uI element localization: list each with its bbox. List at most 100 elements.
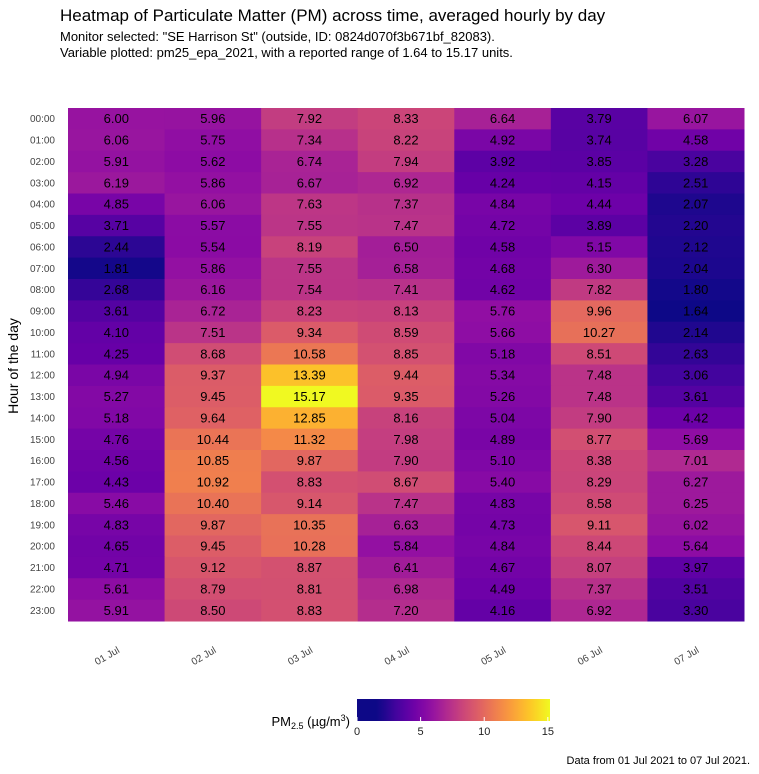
cell-value-label: 4.10 — [104, 325, 129, 340]
heatmap-cell — [164, 471, 262, 494]
heatmap-cell — [357, 535, 455, 558]
cell-value-label: 7.82 — [586, 282, 611, 297]
cell-value-label: 5.86 — [200, 175, 225, 190]
cell-value-label: 8.77 — [586, 432, 611, 447]
cell-value-label: 4.84 — [490, 197, 515, 212]
cell-value-label: 3.74 — [586, 133, 611, 148]
heatmap-cell — [357, 556, 455, 579]
cell-value-label: 3.30 — [683, 603, 708, 618]
cell-value-label: 7.51 — [200, 325, 225, 340]
heatmap-cell — [357, 257, 455, 280]
cell-value-label: 3.92 — [490, 154, 515, 169]
heatmap-cell — [68, 257, 166, 280]
heatmap-cell — [357, 236, 455, 259]
y-tick-label: 11:00 — [31, 349, 56, 360]
legend-tick-label: 0 — [354, 726, 360, 738]
cell-value-label: 9.87 — [297, 453, 322, 468]
heatmap-cell — [164, 492, 262, 515]
cell-value-label: 1.81 — [104, 261, 129, 276]
heatmap-cell — [647, 321, 745, 344]
heatmap-cell — [550, 300, 648, 323]
cell-value-label: 6.58 — [393, 261, 418, 276]
heatmap-cell — [357, 471, 455, 494]
y-tick-label: 12:00 — [30, 371, 55, 382]
cell-value-label: 3.28 — [683, 154, 708, 169]
cell-value-label: 5.54 — [200, 239, 225, 254]
cell-value-label: 7.48 — [586, 368, 611, 383]
chart-subtitle-line-1: Monitor selected: "SE Harrison St" (outs… — [60, 29, 495, 44]
heatmap-cell — [261, 193, 359, 216]
cell-value-label: 10.28 — [293, 539, 326, 554]
y-axis-tick-labels: 00:00 01:00 02:00 03:00 04:00 05:00 06:00 07:00… — [30, 114, 55, 617]
heatmap-cell — [261, 214, 359, 237]
cell-value-label: 8.23 — [297, 304, 322, 319]
cell-value-label: 7.01 — [683, 453, 708, 468]
heatmap-cell — [550, 578, 648, 601]
y-tick-label: 19:00 — [30, 520, 55, 531]
heatmap-cell — [357, 108, 455, 130]
cell-value-label: 7.37 — [393, 197, 418, 212]
cell-value-label: 7.48 — [586, 389, 611, 404]
cell-value-label: 4.42 — [683, 410, 708, 425]
heatmap-cell — [454, 514, 552, 537]
cell-value-label: 5.18 — [490, 346, 515, 361]
cell-value-label: 8.59 — [393, 325, 418, 340]
cell-value-label: 9.96 — [586, 304, 611, 319]
heatmap-cell — [261, 450, 359, 472]
cell-value-label: 3.51 — [683, 581, 708, 596]
heatmap-cell — [454, 150, 552, 173]
y-tick-label: 22:00 — [30, 584, 55, 595]
cell-value-label: 6.67 — [297, 175, 322, 190]
cell-value-label: 7.63 — [297, 197, 322, 212]
y-tick-label: 13:00 — [30, 392, 55, 403]
cell-value-label: 7.20 — [393, 603, 418, 618]
heatmap-cell — [261, 343, 359, 366]
heatmap-cell — [550, 385, 648, 408]
cell-value-label: 13.39 — [293, 368, 326, 383]
cell-value-label: 4.89 — [490, 432, 515, 447]
cell-value-label: 5.75 — [200, 133, 225, 148]
cell-value-label: 2.07 — [683, 197, 708, 212]
heatmap-cell — [550, 514, 648, 537]
heatmap-cell — [454, 385, 552, 408]
heatmap-cell — [647, 599, 745, 622]
heatmap-cell — [261, 471, 359, 494]
heatmap-cell — [454, 257, 552, 280]
cell-value-label: 6.06 — [104, 133, 129, 148]
heatmap-cell — [454, 450, 552, 472]
y-tick-label: 18:00 — [30, 499, 55, 510]
heatmap-cell — [68, 193, 166, 216]
cell-value-label: 4.94 — [104, 368, 129, 383]
heatmap-cell — [454, 428, 552, 451]
heatmap-cell — [68, 535, 166, 558]
heatmap-cell — [357, 514, 455, 537]
cell-value-label: 5.04 — [490, 410, 515, 425]
cell-value-label: 4.58 — [490, 239, 515, 254]
cell-value-label: 8.83 — [297, 475, 322, 490]
y-tick-label: 15:00 — [30, 435, 55, 446]
heatmap-cell — [261, 514, 359, 537]
heatmap-cell — [357, 129, 455, 152]
cell-value-label: 8.51 — [586, 346, 611, 361]
heatmap-cell — [550, 150, 648, 173]
legend-title-unit-close: ) — [346, 714, 350, 729]
x-tick-label: 03 Jul — [286, 645, 315, 668]
heatmap-cell — [261, 578, 359, 601]
cell-value-label: 9.14 — [297, 496, 322, 511]
heatmap-cell — [68, 321, 166, 344]
heatmap-cell — [164, 300, 262, 323]
heatmap-cell — [164, 279, 262, 301]
heatmap-cell — [357, 279, 455, 301]
heatmap-cell — [454, 214, 552, 237]
y-tick-label: 10:00 — [30, 328, 55, 339]
cell-value-label: 8.79 — [200, 581, 225, 596]
heatmap-cell — [454, 364, 552, 387]
y-tick-label: 03:00 — [30, 178, 55, 189]
heatmap-cell — [261, 599, 359, 622]
cell-value-label: 4.49 — [490, 581, 515, 596]
cell-value-label: 3.06 — [683, 368, 708, 383]
heatmap-cell — [68, 214, 166, 237]
heatmap-cell — [164, 343, 262, 366]
heatmap-cell — [454, 236, 552, 259]
